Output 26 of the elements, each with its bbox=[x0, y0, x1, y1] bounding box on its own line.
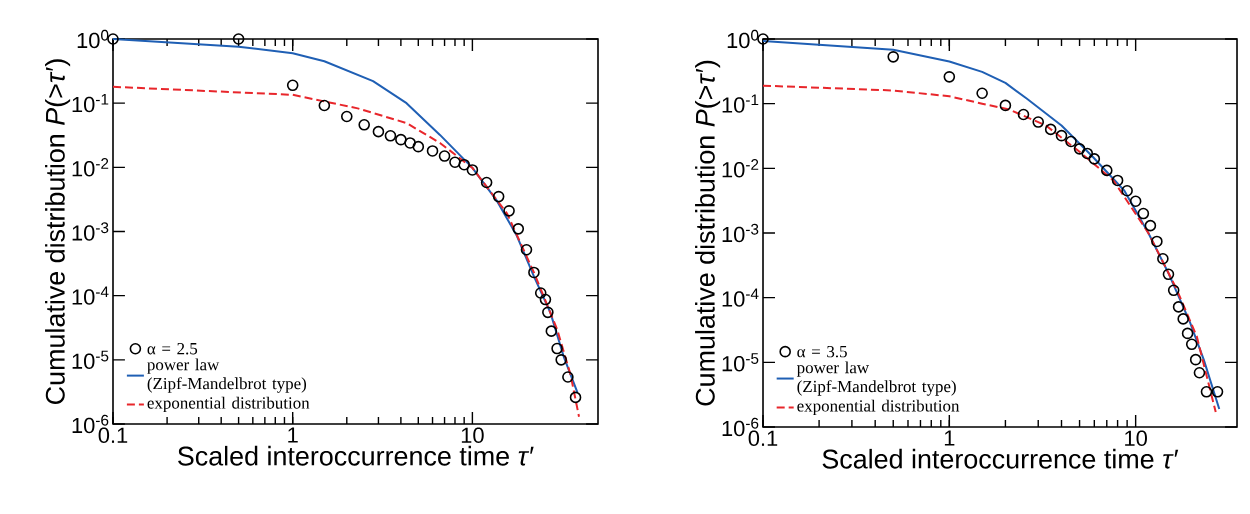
x-tick-label: 10 bbox=[461, 427, 484, 444]
y-tick-label: 10$^{0}$ bbox=[727, 29, 759, 49]
y-tick-label: 10$^{-5}$ bbox=[722, 353, 759, 372]
y-tick-label: 10$^{-1}$ bbox=[722, 94, 759, 113]
y-tick-label: 10$^{-2}$ bbox=[72, 158, 109, 177]
legend-label: power law (Zipf-Mandelbrot type) bbox=[796, 361, 956, 396]
legend-label: exponential distribution bbox=[797, 399, 960, 416]
y-axis-title: Cumulative distribution P(>τ′) bbox=[45, 59, 71, 404]
legend-label: exponential distribution bbox=[147, 396, 310, 413]
x-tick-label: 1 bbox=[288, 427, 298, 443]
x-axis-title: Scaled interoccurrence time τ′ bbox=[822, 448, 1179, 469]
x-tick-label: 1 bbox=[944, 430, 955, 446]
y-tick-label: 10$^{-3}$ bbox=[722, 223, 759, 243]
legend-label: power law (Zipf-Mandelbrot type) bbox=[147, 358, 307, 393]
y-tick-label: 10$^{-3}$ bbox=[72, 222, 109, 241]
y-tick-label: 10$^{-5}$ bbox=[72, 350, 109, 369]
y-tick-label: 10$^{-1}$ bbox=[72, 94, 109, 113]
y-tick-label: 10$^{0}$ bbox=[77, 29, 109, 49]
y-tick-label: 10$^{-4}$ bbox=[722, 288, 759, 307]
legend-label: α = 3.5 bbox=[797, 345, 847, 358]
legend-label: α = 2.5 bbox=[147, 343, 198, 355]
y-axis-title: Cumulative distribution P(>τ′) bbox=[695, 60, 721, 406]
x-tick-label: 10 bbox=[1125, 430, 1147, 447]
y-tick-label: 10$^{-2}$ bbox=[722, 159, 759, 178]
x-axis-title: Scaled interoccurrence time τ′ bbox=[178, 445, 534, 466]
y-tick-label: 10$^{-4}$ bbox=[72, 286, 109, 305]
